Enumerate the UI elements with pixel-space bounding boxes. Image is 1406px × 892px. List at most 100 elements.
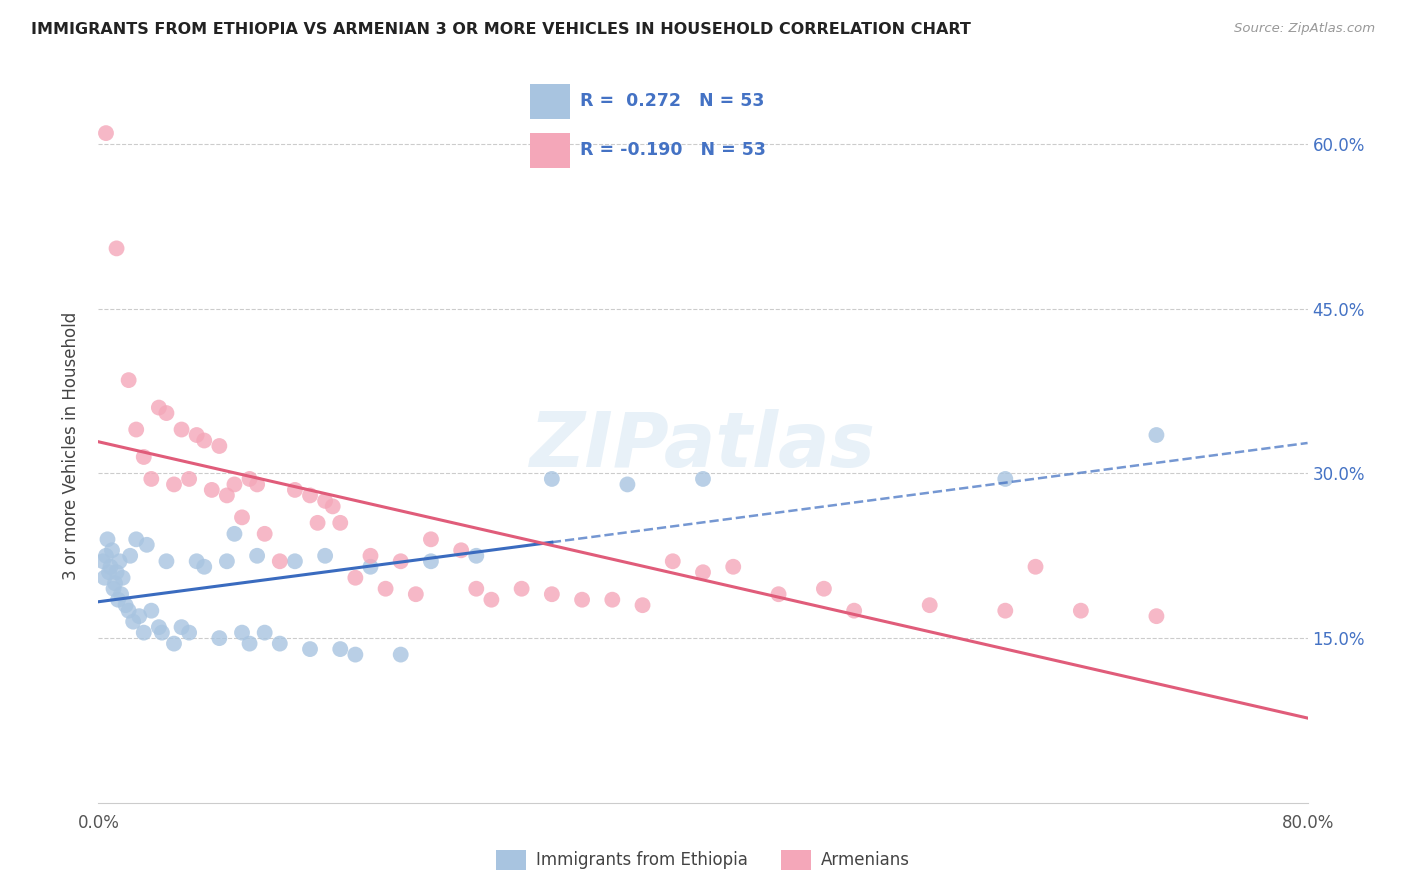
Point [155,406,177,420]
Point [344,648,367,662]
Point [299,642,322,657]
Point [329,642,352,657]
Point [1024,559,1046,574]
Point [91,554,114,568]
Point [132,450,155,464]
Point [108,554,131,568]
Point [201,483,224,497]
Point [231,625,253,640]
Point [208,631,231,645]
Point [269,554,291,568]
Point [246,477,269,491]
Point [844,604,866,618]
Bar [530,133,569,168]
Point [193,434,215,448]
Point [1146,609,1168,624]
Point [540,472,562,486]
Point [253,625,276,640]
Point [105,566,128,580]
Point [96,533,118,547]
Point [768,587,790,601]
Point [128,609,150,624]
Point [215,488,238,502]
Point [122,615,145,629]
Point [994,604,1017,618]
Point [540,587,562,601]
Point [465,549,488,563]
Point [420,533,443,547]
Legend: Immigrants from Ethiopia, Armenians: Immigrants from Ethiopia, Armenians [489,843,917,877]
Point [465,582,488,596]
Point [239,472,262,486]
Point [314,549,336,563]
Point [239,637,262,651]
Point [692,472,714,486]
Point [215,554,238,568]
Point [179,625,201,640]
Point [602,592,624,607]
Point [344,571,367,585]
Point [405,587,427,601]
Point [360,559,382,574]
Point [103,582,125,596]
Point [510,582,533,596]
Point [170,620,193,634]
Point [918,598,941,612]
Point [163,477,186,491]
Point [135,538,157,552]
Point [107,592,129,607]
Point [94,126,117,140]
Point [389,648,412,662]
Point [631,598,654,612]
Point [253,526,276,541]
Point [314,494,336,508]
Bar [530,84,569,119]
Point [246,549,269,563]
Y-axis label: 3 or more Vehicles in Household: 3 or more Vehicles in Household [62,312,80,580]
Point [420,554,443,568]
Point [193,559,215,574]
Point [231,510,253,524]
Point [322,500,344,514]
Point [374,582,396,596]
Point [994,472,1017,486]
Point [148,401,170,415]
Point [179,472,201,486]
Point [723,559,745,574]
Point [163,637,186,651]
Point [93,571,115,585]
Point [616,477,638,491]
Point [571,592,593,607]
Point [110,587,132,601]
Point [148,620,170,634]
Point [170,423,193,437]
Point [1070,604,1092,618]
Point [105,241,128,255]
Point [389,554,412,568]
Point [94,549,117,563]
Point [450,543,472,558]
Point [141,604,163,618]
Point [100,559,122,574]
Point [118,604,141,618]
Text: IMMIGRANTS FROM ETHIOPIA VS ARMENIAN 3 OR MORE VEHICLES IN HOUSEHOLD CORRELATION: IMMIGRANTS FROM ETHIOPIA VS ARMENIAN 3 O… [31,22,970,37]
Point [360,549,382,563]
Point [269,637,291,651]
Point [98,566,121,580]
Point [101,543,124,558]
Text: R = -0.190   N = 53: R = -0.190 N = 53 [579,141,766,159]
Point [114,598,136,612]
Point [118,373,141,387]
Text: Source: ZipAtlas.com: Source: ZipAtlas.com [1234,22,1375,36]
Point [299,488,322,502]
Point [661,554,683,568]
Point [125,533,148,547]
Point [186,554,208,568]
Point [481,592,503,607]
Point [284,483,307,497]
Point [111,571,134,585]
Point [104,576,127,591]
Point [132,625,155,640]
Point [120,549,142,563]
Point [1146,428,1168,442]
